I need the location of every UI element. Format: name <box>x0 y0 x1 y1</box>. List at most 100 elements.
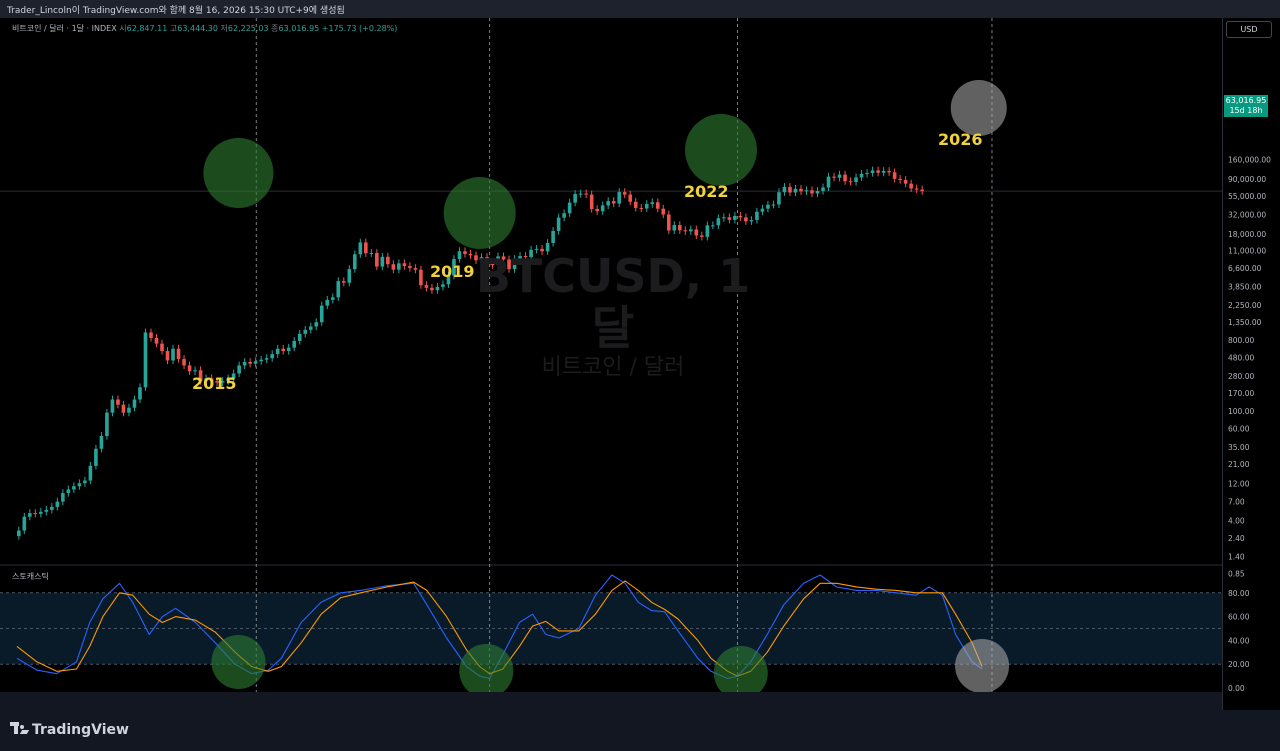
candle-body <box>600 205 605 212</box>
candle-body <box>738 215 743 218</box>
candle-body <box>435 286 440 291</box>
high-label: 고 <box>169 24 178 33</box>
candle-body <box>61 493 65 502</box>
candle-body <box>655 202 660 209</box>
candle-body <box>347 269 352 283</box>
candle-body <box>226 378 230 382</box>
candle-body <box>749 220 754 222</box>
candle-body <box>39 511 43 514</box>
candle-body <box>165 351 170 361</box>
y-tick-label: 35.00 <box>1228 443 1250 452</box>
candle-body <box>242 362 247 366</box>
created-by-text: Trader_Lincoln이 TradingView.com와 함께 8월 1… <box>7 6 345 16</box>
y-tick-label: 2.40 <box>1228 534 1245 543</box>
candle-body <box>578 193 583 195</box>
candle-body <box>804 190 809 192</box>
candle-body <box>308 326 313 330</box>
candle-body <box>881 170 886 173</box>
candle-body <box>220 381 225 383</box>
highlight-circle-price <box>203 138 274 208</box>
candle-body <box>606 201 610 206</box>
y-tick-label: 160,000.00 <box>1228 155 1271 164</box>
candle-body <box>727 217 732 220</box>
candle-body <box>843 174 847 182</box>
tradingview-logo-icon <box>10 722 30 736</box>
cycle-label-2019: 2019 <box>430 262 475 281</box>
candle-body <box>733 215 737 220</box>
currency-button[interactable]: USD <box>1226 21 1272 38</box>
candle-body <box>633 201 638 208</box>
candle-body <box>457 251 462 260</box>
candle-body <box>567 202 572 214</box>
candle-body <box>672 225 677 231</box>
stoch-y-tick-label: 20.00 <box>1228 660 1250 669</box>
candle-body <box>666 214 671 231</box>
candle-body <box>55 501 60 507</box>
candle-body <box>815 191 820 194</box>
candle-body <box>639 207 644 209</box>
candle-body <box>507 259 511 270</box>
candle-body <box>782 186 787 193</box>
y-tick-label: 0.85 <box>1228 570 1245 579</box>
highlight-circle-stoch <box>955 639 1010 692</box>
stoch-y-tick-label: 0.00 <box>1228 684 1245 693</box>
candle-body <box>799 188 803 192</box>
candle-body <box>711 225 715 227</box>
candle-body <box>413 268 418 270</box>
candle-body <box>628 194 633 202</box>
stoch-y-tick-label: 60.00 <box>1228 613 1250 622</box>
candle-body <box>870 170 875 174</box>
price-axis[interactable]: 160,000.00 90,000.00 55,000.00 32,000.00 18,… <box>1222 18 1280 710</box>
chart-area[interactable]: 2012201320142015201620172018201920202021… <box>0 18 1222 692</box>
y-tick-label: 21.00 <box>1228 460 1250 469</box>
candle-body <box>419 269 423 286</box>
y-tick-label: 800.00 <box>1228 336 1254 345</box>
candle-body <box>452 259 456 276</box>
candle-body <box>518 256 522 260</box>
candle-body <box>77 483 82 487</box>
candle-body <box>683 230 688 232</box>
candle-body <box>622 192 627 195</box>
candle-body <box>127 407 131 413</box>
candle-body <box>176 348 181 359</box>
candle-body <box>705 225 710 237</box>
candle-body <box>865 173 869 175</box>
highlight-circle-stoch <box>713 646 768 692</box>
candle-body <box>468 253 473 256</box>
candle-body <box>143 332 148 388</box>
chart-canvas[interactable]: 2012201320142015201620172018201920202021… <box>0 18 1222 692</box>
candle-body <box>446 275 451 285</box>
candle-body <box>545 242 550 252</box>
candle-body <box>248 362 252 364</box>
candle-body <box>777 192 781 205</box>
stoch-y-tick-label: 80.00 <box>1228 589 1250 598</box>
candle-body <box>149 332 153 338</box>
candle-body <box>319 305 324 323</box>
candle-body <box>716 218 721 226</box>
candle-body <box>854 177 858 182</box>
candle-body <box>661 208 666 215</box>
candle-body <box>876 170 880 173</box>
candle-body <box>154 337 159 344</box>
candle-body <box>110 399 115 413</box>
y-tick-label: 170.00 <box>1228 389 1254 398</box>
candle-body <box>474 255 478 261</box>
tradingview-logo[interactable]: TradingView <box>10 722 129 738</box>
candle-body <box>369 252 374 254</box>
candle-body <box>330 297 335 300</box>
candle-body <box>105 412 109 436</box>
last-price-value: 63,016.95 <box>1225 96 1267 105</box>
cycle-label-2015: 2015 <box>192 374 237 393</box>
candle-body <box>892 172 897 179</box>
highlight-circle-price <box>443 177 516 249</box>
candle-body <box>920 189 924 192</box>
candle-body <box>523 256 528 258</box>
candle-body <box>336 281 341 298</box>
y-tick-label: 32,000.00 <box>1228 210 1266 219</box>
candle-body <box>198 370 203 382</box>
candle-body <box>391 264 396 270</box>
close-value: 63,016.95 <box>278 24 320 33</box>
candle-body <box>99 435 104 449</box>
candle-body <box>341 281 346 283</box>
candle-body <box>397 263 401 270</box>
